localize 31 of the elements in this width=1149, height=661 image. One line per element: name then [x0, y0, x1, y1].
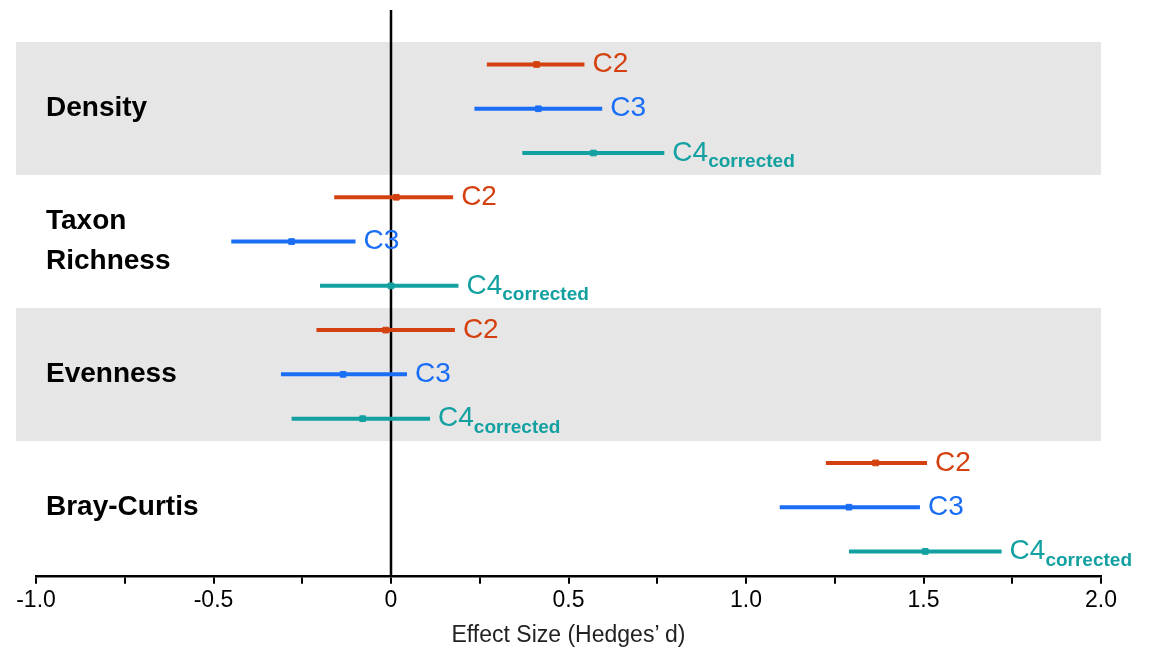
x-tick-label: -0.5	[193, 585, 234, 612]
text: C3	[927, 489, 964, 521]
text: C3	[414, 357, 451, 389]
point	[872, 459, 879, 467]
point	[387, 282, 395, 290]
x-axis-title: Effect Size (Hedges’ d)	[451, 620, 686, 647]
x-tick-label: 1.5	[907, 585, 940, 612]
text: C2	[935, 445, 971, 477]
x-tick-label: -1.0	[16, 585, 56, 612]
point	[535, 105, 542, 113]
point	[393, 193, 400, 201]
point	[288, 238, 295, 245]
y-tick-label: Bray-Curtis	[46, 489, 199, 521]
point	[921, 548, 929, 555]
point	[382, 326, 389, 334]
y-tick-label: Density	[46, 91, 148, 123]
x-tick-label: 2.0	[1085, 585, 1117, 612]
point	[339, 371, 347, 378]
y-tick-label: Taxon Richness	[46, 204, 171, 276]
point	[359, 415, 366, 422]
text: C3	[610, 91, 647, 123]
series-label: C2	[592, 47, 629, 79]
point	[845, 503, 853, 511]
x-tick-label: 0	[384, 585, 398, 612]
point	[533, 61, 540, 68]
text: C2	[461, 180, 497, 212]
text: C2	[462, 312, 499, 344]
x-tick-label: 1.0	[730, 585, 762, 612]
point	[590, 149, 597, 157]
x-tick-label: 0.5	[552, 585, 585, 612]
y-tick-label: Evenness	[46, 357, 177, 389]
